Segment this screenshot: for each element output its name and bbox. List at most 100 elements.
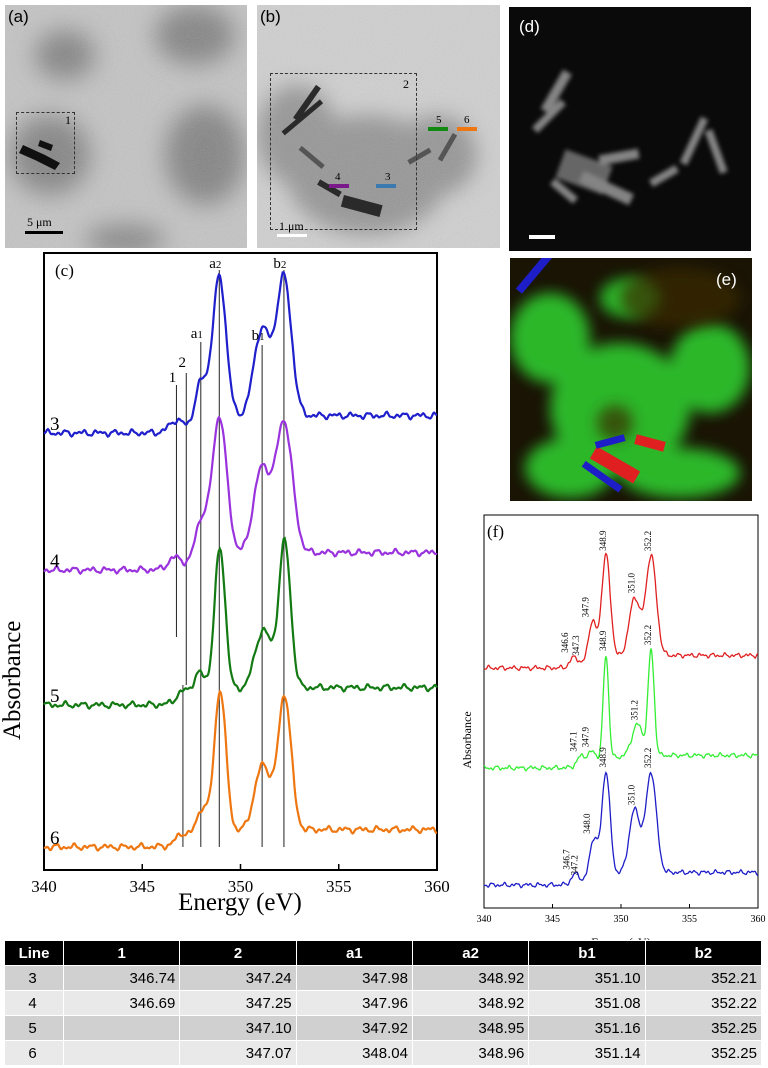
table-cell: 347.25 [179,990,297,1016]
f-peak-label: 351.2 [629,700,639,720]
line-marker-6 [457,127,477,131]
table-header: 2 [179,940,297,966]
f-peak-label: 347.1 [568,731,578,751]
table-cell: 351.16 [528,1015,646,1041]
line-marker-4-label: 4 [335,171,341,183]
x-tick-label: 350 [228,877,254,896]
panel-b-image [257,5,500,248]
f-peak-label: 346.6 [560,632,570,653]
f-series-line [483,552,759,672]
x-tick-label: 355 [682,914,697,925]
table-cell [62,1040,181,1066]
f-peak-label: 351.0 [627,573,637,594]
table-cell: 348.95 [411,1015,530,1041]
table-cell: 348.96 [411,1040,530,1066]
chart-c-x-axis-title: Energy (eV) [178,889,302,916]
f-peak-label: 347.9 [581,727,591,748]
f-peak-label: 352.2 [643,748,653,768]
table-row: 3 346.74 347.24 347.98 348.92 351.10 352.21 [4,965,763,991]
peak-position-table: Line 1 2 a1 a2 b1 b2 3 346.74 347.24 347.98… [4,940,763,1066]
peak-label-l1: 1 [169,370,177,386]
table-cell: 347.96 [295,990,413,1016]
series-label-5: 5 [50,686,60,707]
chart-f-y-axis-title: Absorbance [460,711,474,768]
region-1-box [16,112,75,174]
chart-c-guide-lines [175,270,285,847]
chart-c-absorbance-spectra: (c) Absorbance Energy (eV) 340 345 350 355 3… [0,252,450,916]
f-peak-label: 348.9 [598,530,608,551]
table-header: b2 [644,940,763,966]
panel-e-composite-map: (e) [510,258,752,501]
peak-label-b1: b1 [252,328,265,344]
table-cell: 348.92 [411,965,530,991]
region-1-label: 1 [65,113,71,127]
panel-e-label: (e) [716,270,737,289]
chart-f-frame [483,514,759,909]
chart-c-panel-label: (c) [55,261,74,280]
table-cell: 352.25 [644,1015,763,1041]
chart-c-x-axis: 340 345 350 355 360 [31,864,450,896]
series-label-3: 3 [50,414,60,435]
line-marker-5-label: 5 [436,114,442,126]
table-row: 6 347.07 348.04 348.96 351.14 352.25 [4,1040,763,1066]
series-line-5 [43,536,438,711]
table-header: Line [4,940,64,966]
line-marker-3-label: 3 [385,171,391,183]
scale-bar [529,235,555,239]
table-header: b1 [528,940,646,966]
peak-label-l2: 2 [179,355,187,371]
line-marker-5 [428,127,448,131]
table-cell: 4 [4,990,64,1016]
table-cell: 347.07 [179,1040,297,1066]
x-tick-label: 340 [31,877,57,896]
table-header: a1 [295,940,413,966]
peak-label-a1: a1 [191,326,203,342]
scale-bar-label: 5 μm [27,215,52,229]
panel-a-image [5,5,247,248]
table-cell: 5 [4,1015,64,1041]
panel-d-map: (d) [509,7,751,251]
table-cell: 3 [4,965,64,991]
table-cell: 347.92 [295,1015,413,1041]
series-line-6 [43,689,438,852]
chart-f-x-axis: 340 345 350 355 360 [477,904,766,925]
table-cell: 351.08 [528,990,646,1016]
f-peak-label: 348.0 [582,813,592,834]
x-tick-label: 360 [751,914,766,925]
scale-bar-label: 1 μm [279,219,304,233]
table-cell: 348.04 [295,1040,413,1066]
panel-d-image [532,69,728,206]
peak-label-a2: a2 [209,256,221,272]
table-header: a2 [411,940,530,966]
panel-a-micrograph: (a) 1 5 μm [5,5,247,248]
chart-c-series: 3 4 5 6 [43,271,438,852]
series-label-6: 6 [50,828,60,849]
series-label-4: 4 [50,551,60,572]
panel-e-image [510,258,750,498]
series-line-3 [43,271,438,439]
panel-b-micrograph: (b) 2 1 μm 4 3 5 6 [257,5,500,248]
f-peak-label: 352.2 [643,625,653,645]
f-peak-label: 348.9 [598,630,608,651]
f-peak-label: 351.0 [627,784,637,805]
table-cell: 351.14 [528,1040,646,1066]
panel-a-label: (a) [8,7,29,26]
series-line-4 [43,415,438,576]
region-2-box [270,73,417,230]
table-cell: 347.24 [179,965,297,991]
chart-f-absorbance-spectra: (f) Absorbance Energy (eV) 3403453503553… [460,514,766,949]
table-cell: 6 [4,1040,64,1066]
peak-label-b2: b2 [273,256,286,272]
line-marker-6-label: 6 [464,114,470,126]
table-cell: 348.92 [411,990,530,1016]
table-row: 5 347.10 347.92 348.95 351.16 352.25 [4,1015,763,1041]
x-tick-label: 350 [614,914,629,925]
table-cell: 346.74 [62,965,181,991]
table-header-row: Line 1 2 a1 a2 b1 b2 [4,940,763,966]
f-series-line [483,771,759,889]
table-row: 4 346.69 347.25 347.96 348.92 351.08 352.22 [4,990,763,1016]
chart-c-y-axis-title: Absorbance [0,621,26,740]
f-series-line [483,648,759,772]
